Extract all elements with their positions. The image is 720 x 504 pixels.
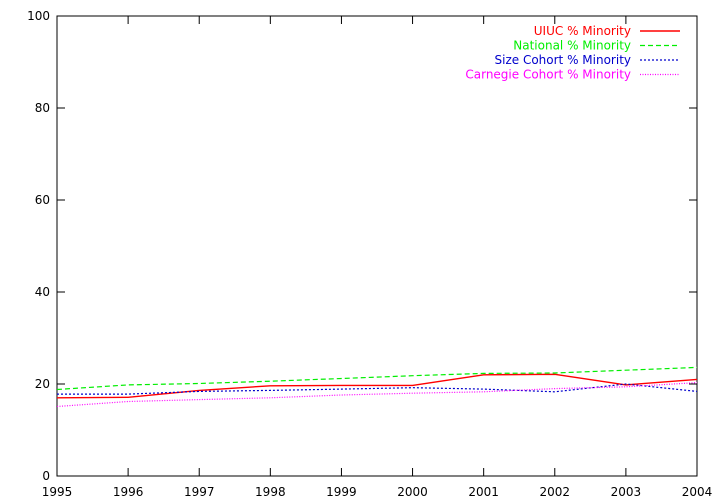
y-tick-label: 80 <box>35 101 50 115</box>
legend-label: Carnegie Cohort % Minority <box>465 68 631 82</box>
series-line-4 <box>56 382 698 408</box>
series-line-3 <box>57 383 698 395</box>
plot-frame <box>56 15 698 477</box>
y-tick-label: 100 <box>27 9 50 23</box>
y-axis: 0 20 40 60 80 100 <box>27 9 697 483</box>
x-tick-label: 1997 <box>184 485 215 499</box>
x-axis: 1995 1996 1997 1998 1999 2000 2001 2002 2003 2004 <box>42 16 713 499</box>
legend-label: Size Cohort % Minority <box>495 53 632 67</box>
legend-label: UIUC % Minority <box>534 24 631 38</box>
x-tick-label: 1998 <box>255 485 286 499</box>
y-tick-label: 60 <box>35 193 50 207</box>
y-tick-label: 0 <box>42 469 50 483</box>
series-line-1 <box>56 373 698 399</box>
x-tick-label: 2000 <box>397 485 428 499</box>
series-line-2 <box>56 366 698 391</box>
x-tick-label: 2001 <box>468 485 499 499</box>
x-tick-label: 1999 <box>326 485 357 499</box>
x-tick-label: 1996 <box>113 485 144 499</box>
x-tick-label: 2002 <box>540 485 571 499</box>
x-tick-label: 1995 <box>42 485 73 499</box>
x-tick-label: 2004 <box>682 485 713 499</box>
x-tick-label: 2003 <box>611 485 642 499</box>
series-lines <box>56 366 698 408</box>
legend-label: National % Minority <box>513 39 631 53</box>
y-tick-label: 20 <box>35 377 50 391</box>
y-tick-label: 40 <box>35 285 50 299</box>
